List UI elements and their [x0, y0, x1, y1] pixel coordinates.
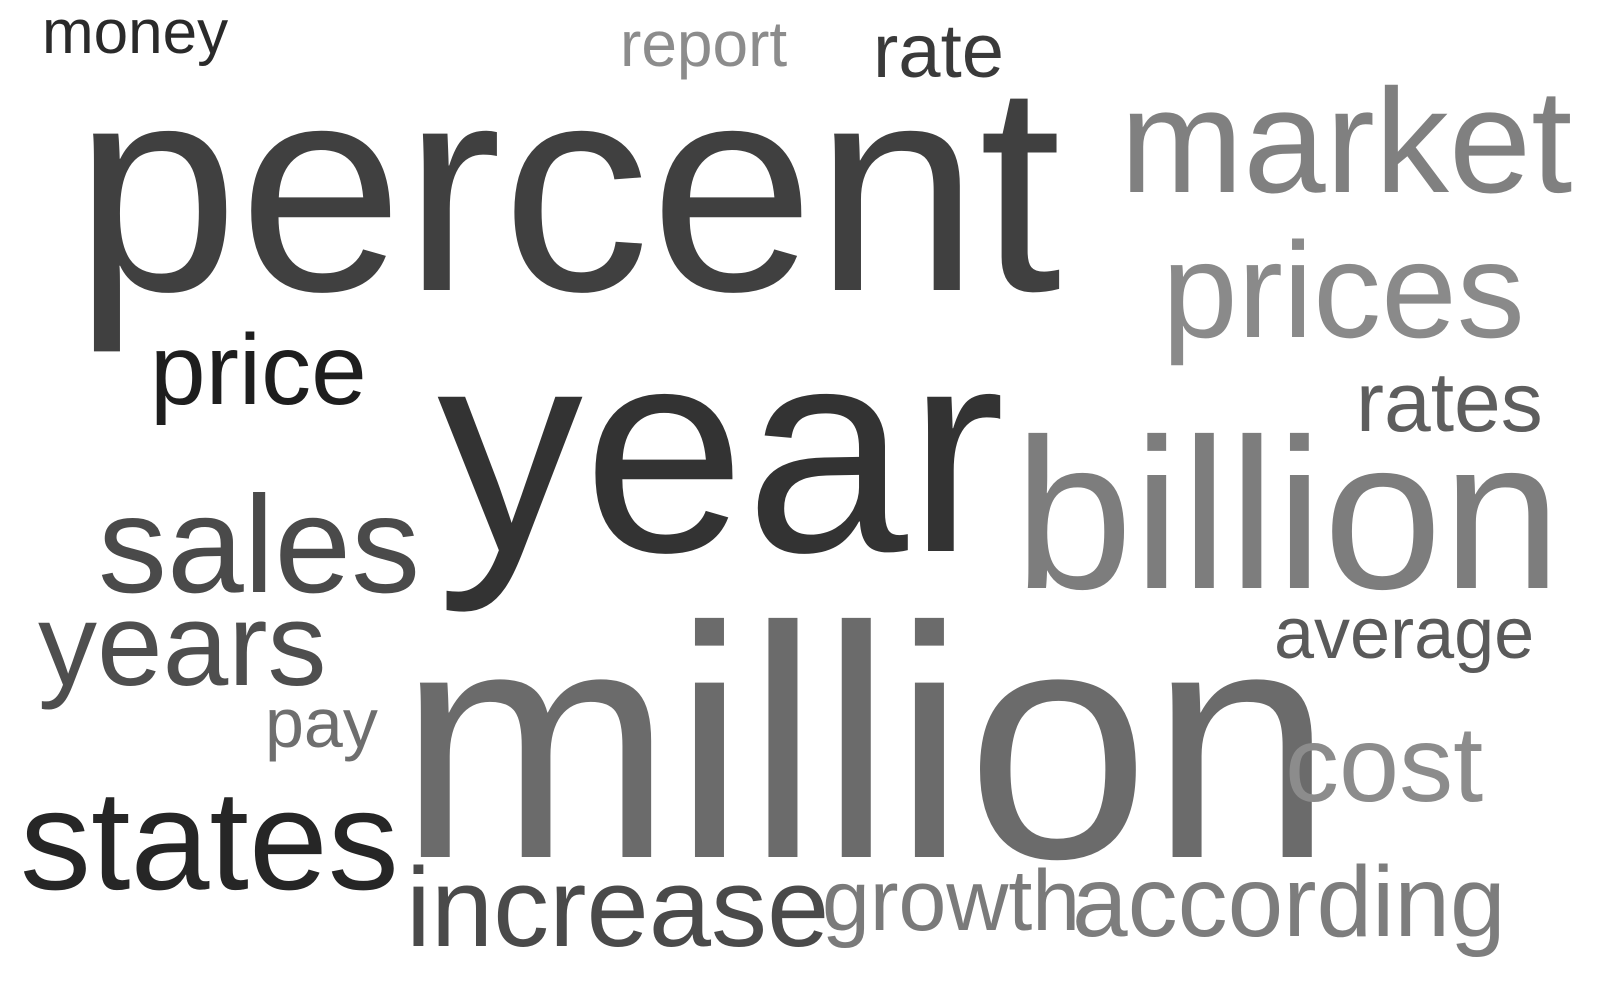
word-market: market: [1120, 59, 1573, 224]
word-cost: cost: [1285, 703, 1484, 824]
word-sales: sales: [98, 468, 421, 622]
word-years: years: [38, 579, 327, 711]
word-million: million: [398, 558, 1334, 927]
word-pay: pay: [265, 684, 378, 762]
word-money: money: [42, 0, 229, 67]
word-states: states: [20, 761, 399, 920]
word-percent: percent: [74, 22, 1062, 353]
word-year: year: [437, 287, 1006, 613]
word-average: average: [1274, 594, 1535, 674]
word-billion: billion: [1014, 395, 1562, 634]
word-growth: growth: [822, 853, 1081, 949]
word-rate: rate: [873, 9, 1004, 94]
word-increase: increase: [406, 845, 830, 970]
word-prices: prices: [1162, 214, 1525, 366]
word-price: price: [150, 314, 367, 426]
word-according: according: [1072, 846, 1506, 958]
word-rates: rates: [1356, 355, 1543, 449]
word-report: report: [620, 8, 788, 80]
